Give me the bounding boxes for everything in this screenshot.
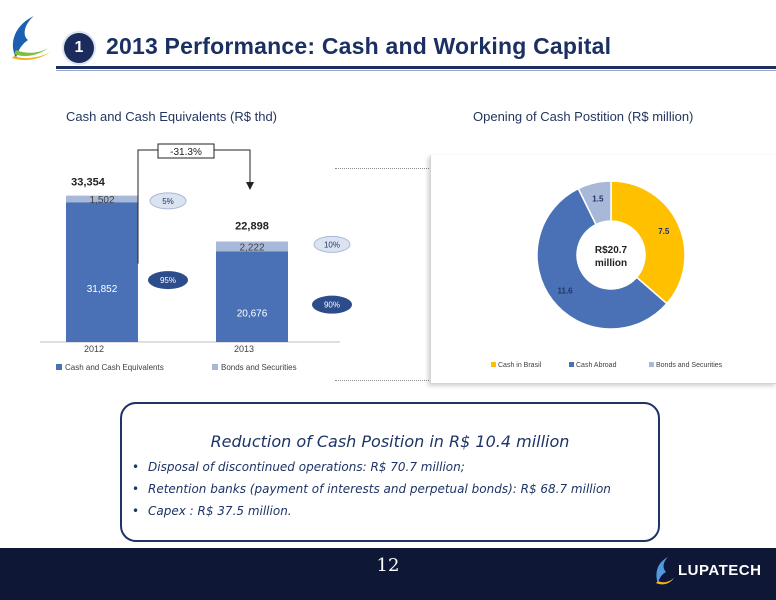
bar-cash-2013 (216, 251, 288, 342)
share-label-bonds: 5% (162, 197, 174, 206)
share-label-cash: 90% (324, 301, 340, 310)
donut-slice-label: 11.6 (557, 286, 573, 295)
change-label: -31.3% (170, 147, 202, 158)
legend-swatch (569, 362, 574, 367)
title-divider (56, 66, 776, 69)
share-label-cash: 95% (160, 276, 176, 285)
callout-bullet-3: • Capex : R$ 37.5 million. (132, 504, 292, 518)
right-chart-title: Opening of Cash Postition (R$ million) (473, 109, 694, 124)
change-arrow-head (246, 182, 254, 190)
legend-swatch-bonds (212, 364, 218, 370)
cash-position-donut-chart: 7.5 11.6 1.5 R$20.7 million Cash in Brasil Ca… (491, 180, 723, 369)
legend-label: Cash in Brasil (498, 362, 542, 369)
bar-total-label: 22,898 (235, 221, 269, 233)
left-chart-title: Cash and Cash Equivalents (R$ thd) (66, 109, 278, 124)
callout-bullet-text: Retention banks (payment of interests an… (148, 482, 611, 496)
bar-bonds-2013 (216, 241, 288, 252)
page-title: 2013 Performance: Cash and Working Capit… (106, 33, 612, 59)
donut-center-value: R$20.7 (595, 245, 628, 256)
lupatech-logo (12, 16, 50, 60)
share-pill-cash (312, 295, 352, 314)
bar-cash-2012 (66, 202, 138, 342)
connector-line-bottom (335, 380, 431, 381)
connector-line-top (335, 168, 431, 169)
slide-number-badge: 1 (64, 33, 94, 63)
bar-value-label-cash: 20,676 (237, 309, 268, 320)
callout-title: Reduction of Cash Position in R$ 10.4 mi… (210, 432, 570, 451)
legend-label-cash: Cash and Cash Equivalents (65, 363, 164, 372)
bar-bonds-2012 (66, 195, 138, 203)
legend-swatch (649, 362, 654, 367)
footer-logo-icon (656, 557, 674, 585)
cash-equivalents-bar-chart: 31,852 1,502 33,354 2012 5% 95% 20,676 2,222 22,… (40, 143, 352, 372)
callout-bullet-1: • Disposal of discontinued operations: R$… (132, 460, 465, 474)
share-pill-cash (148, 271, 188, 290)
page-number: 12 (376, 555, 400, 576)
bar-value-label-cash: 31,852 (87, 284, 118, 295)
share-pill-bonds (313, 235, 351, 253)
callout-bullet-text: Capex : R$ 37.5 million. (148, 504, 292, 518)
bar-value-label-bonds: 2,222 (239, 242, 264, 253)
reduction-callout-box: Reduction of Cash Position in R$ 10.4 mi… (120, 402, 660, 542)
change-label-box (157, 143, 215, 159)
legend-label: Cash Abroad (576, 362, 617, 369)
donut-center-unit: million (595, 258, 627, 269)
x-tick-label: 2013 (234, 344, 254, 354)
donut-slice-label: 7.5 (658, 227, 670, 236)
bar-value-label-bonds: 1,502 (89, 195, 114, 206)
donut-slice-2 (577, 180, 612, 226)
legend-label: Bonds and Securities (656, 362, 723, 369)
legend-swatch-cash (56, 364, 62, 370)
bar-total-label: 33,354 (71, 177, 106, 189)
title-divider-thin (56, 70, 776, 71)
share-label-bonds: 10% (324, 240, 340, 249)
donut-slice-label: 1.5 (592, 195, 604, 204)
legend-label-bonds: Bonds and Securities (221, 363, 297, 372)
callout-bullet-2: • Retention banks (payment of interests a… (132, 482, 611, 496)
footer-bar (0, 548, 776, 600)
donut-chart-panel: 7.5 11.6 1.5 R$20.7 million Cash in Brasil Ca… (430, 155, 776, 384)
footer-brand-name: LUPATECH (678, 562, 762, 579)
x-tick-label: 2012 (84, 344, 104, 354)
share-pill-bonds (149, 192, 187, 210)
callout-bullet-text: Disposal of discontinued operations: R$ … (148, 460, 465, 474)
donut-slice-0 (610, 180, 686, 305)
legend-swatch (491, 362, 496, 367)
donut-slice-1 (536, 187, 668, 330)
